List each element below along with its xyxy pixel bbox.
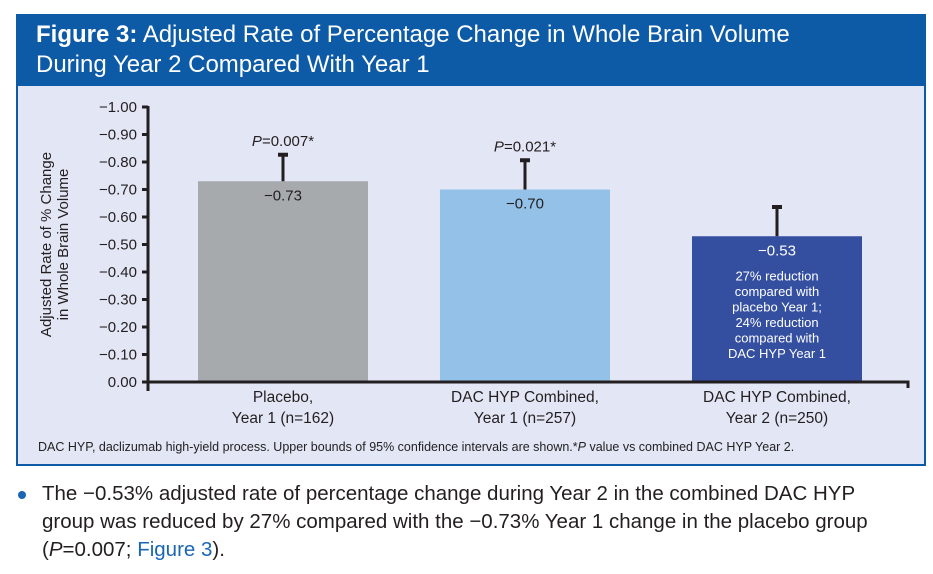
bar-annotation-line-3: 24% reduction [735, 315, 818, 330]
y-tick-label-10: −1.00 [99, 99, 137, 116]
p-value: =0.007* [262, 133, 314, 150]
footnote-tail: value vs combined DAC HYP Year 2. [586, 440, 795, 454]
p-italic: P [252, 133, 262, 150]
cropped-previous-text [0, 0, 933, 8]
y-tick-label-5: −0.50 [99, 237, 137, 254]
figure-panel: Figure 3: Adjusted Rate of Percentage Ch… [16, 14, 926, 466]
figure-3-link[interactable]: Figure 3 [137, 538, 213, 561]
bullet-text-part3: ). [212, 538, 225, 561]
y-tick-label-4: −0.40 [99, 264, 137, 281]
bullet-text-part2: =0.007; [62, 538, 138, 561]
bar-annotation-line-2: placebo Year 1; [732, 299, 822, 314]
figure-title-text: Adjusted Rate of Percentage Change in Wh… [142, 21, 790, 48]
y-tick-label-7: −0.70 [99, 182, 137, 199]
figure-label: Figure 3: [36, 21, 138, 48]
bar-1 [440, 189, 610, 382]
bar-2 [692, 236, 862, 382]
bullet-text-p: P [48, 538, 63, 561]
y-tick-label-0: 0.00 [108, 374, 137, 391]
footnote-p: P [577, 440, 586, 454]
bar-annotation-line-1: compared with [735, 284, 820, 299]
x-category-label-1-line1: DAC HYP Combined, [451, 389, 599, 406]
x-category-label-0-line2: Year 1 (n=162) [232, 410, 334, 427]
value-label-2: −0.53 [758, 242, 796, 259]
bar-chart: Adjusted Rate of % Change in Whole Brain … [38, 99, 910, 427]
value-label-0: −0.73 [264, 187, 302, 204]
bullet-icon [18, 491, 26, 499]
y-tick-label-3: −0.30 [99, 292, 137, 309]
x-category-label-2-line2: Year 2 (n=250) [726, 410, 828, 427]
y-tick-label-8: −0.80 [99, 154, 137, 171]
figure-title-line2: During Year 2 Compared With Year 1 [36, 51, 430, 78]
bullet-text: The −0.53% adjusted rate of percentage c… [42, 480, 912, 564]
y-tick-label-2: −0.20 [99, 319, 137, 336]
figure-footnote: DAC HYP, daclizumab high-yield process. … [38, 440, 794, 454]
y-axis-label-line2: in Whole Brain Volume [55, 169, 72, 321]
bar-annotation-line-0: 27% reduction [735, 268, 818, 283]
p-value-label-1: P=0.021* [494, 138, 556, 155]
bar-annotation-line-5: DAC HYP Year 1 [728, 346, 826, 361]
y-tick-label-6: −0.60 [99, 209, 137, 226]
bar-0 [198, 181, 368, 382]
bar-annotation-line-4: compared with [735, 330, 820, 345]
y-tick-label-1: −0.10 [99, 347, 137, 364]
bullet-text-part1: The −0.53% adjusted rate of percentage c… [42, 482, 868, 561]
x-category-label-1-line2: Year 1 (n=257) [474, 410, 576, 427]
p-value-label-0: P=0.007* [252, 133, 314, 150]
figure-header: Figure 3: Adjusted Rate of Percentage Ch… [18, 16, 924, 86]
footnote-main: DAC HYP, daclizumab high-yield process. … [38, 440, 578, 454]
x-category-label-2-line1: DAC HYP Combined, [703, 389, 851, 406]
p-value: =0.021* [504, 138, 556, 155]
figure-title-line1: Figure 3: Adjusted Rate of Percentage Ch… [36, 20, 790, 50]
y-tick-label-9: −0.90 [99, 127, 137, 144]
p-italic: P [494, 138, 504, 155]
value-label-1: −0.70 [506, 196, 544, 213]
x-category-label-0-line1: Placebo, [253, 389, 313, 406]
y-axis-label-line1: Adjusted Rate of % Change [38, 152, 55, 337]
